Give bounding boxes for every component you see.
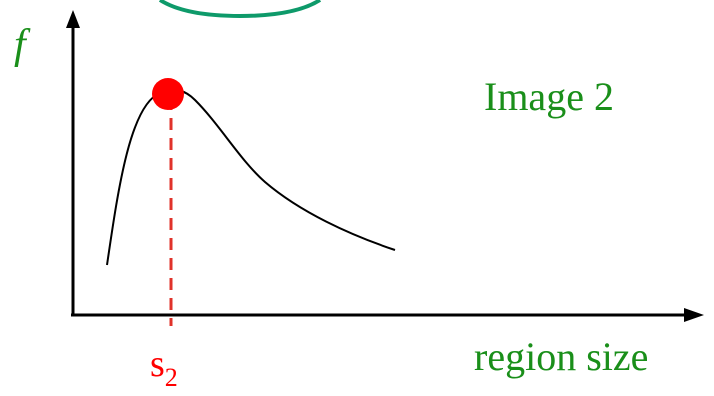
marker-label-subscript: 2	[165, 363, 178, 392]
peak-marker	[152, 78, 184, 110]
y-axis-arrow	[66, 10, 80, 28]
ellipse-fragment	[158, 0, 322, 19]
curve	[106, 88, 396, 266]
y-axis-label: f	[14, 22, 31, 68]
marker-label-base: s	[150, 343, 165, 385]
chart-title: Image 2	[484, 74, 614, 119]
x-axis-arrow	[684, 308, 704, 322]
marker-label: s2	[150, 343, 178, 392]
x-axis-label: region size	[474, 334, 648, 379]
